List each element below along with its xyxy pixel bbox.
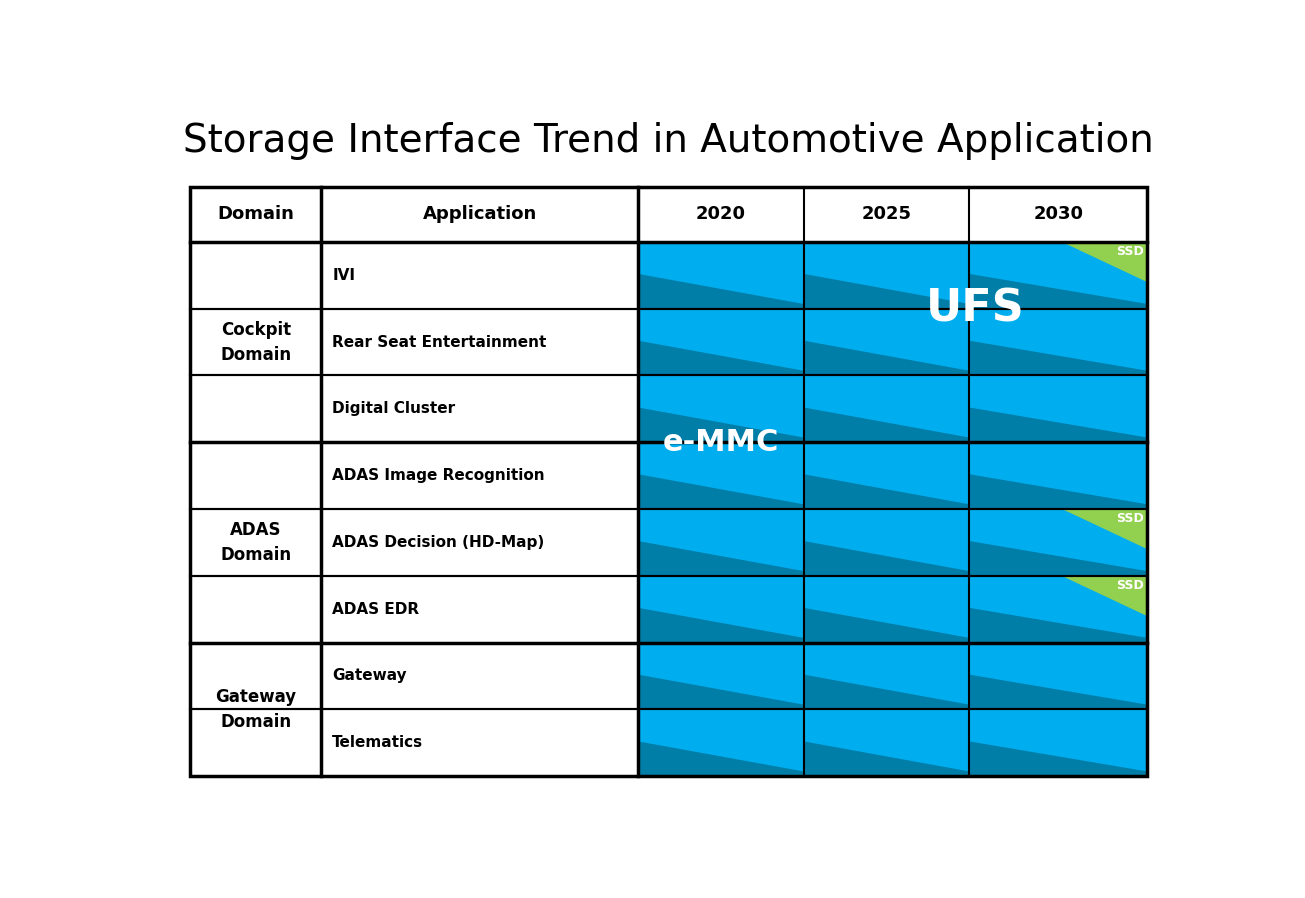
Text: Cockpit
Domain: Cockpit Domain xyxy=(221,321,291,364)
Polygon shape xyxy=(970,541,1147,576)
Bar xyxy=(191,187,1147,776)
Bar xyxy=(804,442,970,509)
Bar xyxy=(638,242,804,309)
Bar xyxy=(804,576,970,643)
Bar xyxy=(970,309,1147,375)
Polygon shape xyxy=(1062,509,1147,549)
Polygon shape xyxy=(1062,242,1147,282)
Text: SSD: SSD xyxy=(1116,245,1143,258)
Bar xyxy=(970,643,1147,709)
Text: Storage Interface Trend in Automotive Application: Storage Interface Trend in Automotive Ap… xyxy=(183,122,1154,160)
Text: Gateway
Domain: Gateway Domain xyxy=(215,688,296,731)
Bar xyxy=(804,309,970,375)
Polygon shape xyxy=(804,674,970,709)
Text: SSD: SSD xyxy=(1116,512,1143,525)
Text: 2030: 2030 xyxy=(1034,206,1083,224)
Polygon shape xyxy=(804,474,970,509)
Polygon shape xyxy=(638,742,804,776)
Text: 2025: 2025 xyxy=(861,206,912,224)
Bar xyxy=(638,709,804,776)
Polygon shape xyxy=(638,541,804,576)
Bar xyxy=(804,375,970,442)
Polygon shape xyxy=(638,674,804,709)
Polygon shape xyxy=(804,274,970,309)
Polygon shape xyxy=(970,474,1147,509)
Bar xyxy=(804,643,970,709)
Polygon shape xyxy=(1062,576,1147,616)
Bar xyxy=(804,242,970,309)
Text: Digital Cluster: Digital Cluster xyxy=(333,401,455,417)
Text: Application: Application xyxy=(423,206,536,224)
Polygon shape xyxy=(638,408,804,442)
Text: Telematics: Telematics xyxy=(333,735,423,750)
Bar xyxy=(970,509,1147,576)
Polygon shape xyxy=(970,274,1147,309)
Bar xyxy=(638,643,804,709)
Bar xyxy=(970,709,1147,776)
Bar xyxy=(638,375,804,442)
Text: ADAS
Domain: ADAS Domain xyxy=(221,521,291,564)
Bar xyxy=(638,442,804,509)
Text: ADAS Image Recognition: ADAS Image Recognition xyxy=(333,468,545,483)
Text: UFS: UFS xyxy=(927,287,1024,330)
Text: SSD: SSD xyxy=(1116,579,1143,592)
Polygon shape xyxy=(804,340,970,375)
Bar xyxy=(804,509,970,576)
Text: 2020: 2020 xyxy=(696,206,746,224)
Polygon shape xyxy=(970,408,1147,442)
Polygon shape xyxy=(970,340,1147,375)
Bar xyxy=(970,576,1147,643)
Text: Domain: Domain xyxy=(218,206,294,224)
Polygon shape xyxy=(970,608,1147,643)
Text: ADAS EDR: ADAS EDR xyxy=(333,602,419,617)
Text: e-MMC: e-MMC xyxy=(663,427,779,457)
Polygon shape xyxy=(638,274,804,309)
Text: ADAS Decision (HD-Map): ADAS Decision (HD-Map) xyxy=(333,535,544,550)
Polygon shape xyxy=(804,608,970,643)
Text: Gateway: Gateway xyxy=(333,668,407,683)
Bar xyxy=(638,576,804,643)
Polygon shape xyxy=(804,408,970,442)
Bar xyxy=(804,709,970,776)
Polygon shape xyxy=(638,340,804,375)
Bar xyxy=(970,242,1147,309)
Bar xyxy=(970,442,1147,509)
Polygon shape xyxy=(804,742,970,776)
Bar xyxy=(638,309,804,375)
Bar xyxy=(638,509,804,576)
Polygon shape xyxy=(970,742,1147,776)
Polygon shape xyxy=(638,474,804,509)
Polygon shape xyxy=(804,541,970,576)
Polygon shape xyxy=(638,608,804,643)
Text: Rear Seat Entertainment: Rear Seat Entertainment xyxy=(333,335,547,349)
Bar xyxy=(970,375,1147,442)
Text: IVI: IVI xyxy=(333,268,355,283)
Polygon shape xyxy=(970,674,1147,709)
